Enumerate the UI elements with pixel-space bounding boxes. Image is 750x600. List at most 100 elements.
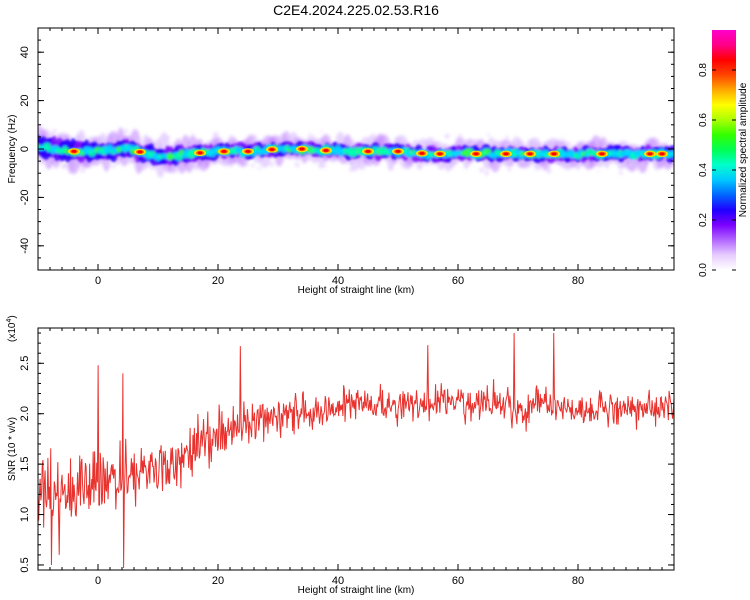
snr-x-ticks: 0 20 40 60 80 — [37, 328, 675, 587]
heat-speck — [597, 170, 600, 173]
heat-speck — [103, 160, 107, 164]
spectrogram-panel: 0 20 40 60 80 -40 -20 0 20 40 Height of straight… — [7, 27, 675, 296]
snr-y-tick-label: 0.5 — [19, 557, 31, 572]
snr-x-tick-label: 20 — [212, 575, 224, 587]
heat-speck — [48, 133, 53, 138]
heat-speck — [244, 162, 249, 167]
heat-speck — [405, 164, 411, 170]
colorbar-tick-label: 0.2 — [698, 213, 709, 227]
heat-speck — [504, 161, 510, 167]
heat-speck — [88, 136, 92, 140]
heat-speck — [670, 164, 673, 167]
heat-speck — [213, 131, 219, 137]
heat-speck — [257, 166, 261, 170]
colorbar-gradient — [712, 30, 736, 270]
heat-speck — [628, 162, 633, 168]
colorbar-label: Normalized spectral amplitude — [738, 82, 749, 217]
heat-speck — [349, 167, 354, 172]
heat-peak-inner — [419, 151, 425, 155]
heat-peak-inner — [197, 151, 203, 155]
heat-speck — [229, 164, 233, 168]
heat-speck — [125, 158, 129, 162]
heat-speck — [285, 133, 291, 139]
heat-speck — [527, 143, 531, 147]
heat-peak-inner — [137, 150, 143, 154]
snr-x-tick-label: 40 — [332, 575, 344, 587]
heat-speck — [422, 146, 426, 150]
spectrogram-y-tick-label: -40 — [19, 238, 31, 254]
heat-speck — [106, 162, 112, 168]
heat-speck — [164, 166, 170, 172]
heat-speck — [323, 164, 327, 168]
heat-speck — [62, 163, 68, 169]
heat-speck — [53, 163, 57, 168]
heat-peak-inner — [299, 147, 305, 151]
heat-peak-inner — [503, 152, 509, 156]
snr-series-line — [38, 333, 674, 568]
heat-speck — [52, 129, 57, 133]
snr-scale-close: ) — [7, 315, 18, 318]
heat-speck — [496, 142, 500, 146]
snr-x-tick-label: 80 — [572, 575, 584, 587]
heat-peak-inner — [245, 150, 251, 153]
heat-speck — [124, 129, 129, 134]
heat-speck — [598, 161, 604, 167]
heat-peak-inner — [527, 152, 533, 156]
heat-speck — [389, 165, 394, 170]
heat-speck — [191, 133, 194, 136]
spectrogram-x-ticks: 0 20 40 60 80 — [37, 28, 675, 287]
colorbar-ticks: 0.0 0.2 0.4 0.6 0.8 — [698, 63, 736, 277]
heat-speck — [560, 137, 563, 140]
spectrogram-x-tick-label: 80 — [572, 275, 584, 287]
heat-speck — [368, 162, 372, 167]
heat-speck — [156, 138, 162, 143]
figure-title: C2E4.2024.225.02.53.R16 — [273, 2, 439, 18]
snr-y-tick-label: 1.5 — [19, 456, 31, 471]
snr-x-label: Height of straight line (km) — [298, 585, 415, 596]
heat-speck — [307, 156, 312, 161]
snr-y-tick-label: 2.0 — [19, 406, 31, 421]
heat-speck — [484, 171, 489, 176]
heat-peak-inner — [659, 152, 665, 156]
heat-peak-inner — [437, 152, 443, 156]
spectrogram-heat — [38, 124, 674, 178]
heat-speck — [487, 133, 490, 137]
snr-x-tick-label: 0 — [95, 575, 101, 587]
spectrogram-x-tick-label: 40 — [332, 275, 344, 287]
heat-speck — [320, 130, 323, 133]
heat-speck — [308, 132, 311, 135]
heat-speck — [507, 167, 512, 172]
spectrogram-y-tick-label: -20 — [19, 189, 31, 205]
heat-speck — [584, 161, 590, 167]
spectrogram-y-tick-label: 20 — [19, 94, 31, 106]
colorbar-tick-label: 0.8 — [698, 63, 709, 77]
heat-speck — [251, 163, 255, 168]
heat-speck — [310, 157, 315, 162]
heat-speck — [534, 166, 538, 170]
heat-speck — [618, 171, 623, 175]
heat-peak-inner — [323, 149, 329, 152]
heat-core-blob — [670, 150, 674, 157]
heat-peak-inner — [551, 152, 557, 156]
heat-speck — [320, 164, 325, 169]
heat-speck — [457, 134, 463, 139]
heat-peak-inner — [71, 150, 77, 153]
heat-peak-inner — [599, 152, 605, 156]
heat-speck — [606, 160, 609, 163]
snr-background — [38, 328, 674, 570]
heat-speck — [45, 129, 50, 134]
snr-x-tick-label: 60 — [452, 575, 464, 587]
heat-peak-inner — [365, 150, 371, 153]
heat-speck — [636, 167, 640, 171]
spectrogram-y-tick-label: 0 — [19, 146, 31, 152]
heat-speck — [263, 164, 267, 167]
heat-speck — [479, 167, 485, 173]
heat-speck — [505, 135, 509, 139]
colorbar: 0.0 0.2 0.4 0.6 0.8 Normalized spectral ampl… — [698, 30, 749, 277]
heat-speck — [557, 142, 561, 146]
heat-speck — [111, 165, 116, 169]
spectrogram-x-label: Height of straight line (km) — [298, 285, 415, 296]
heat-speck — [444, 133, 450, 139]
snr-y-label: SNR (10 * v/v) — [7, 417, 18, 481]
